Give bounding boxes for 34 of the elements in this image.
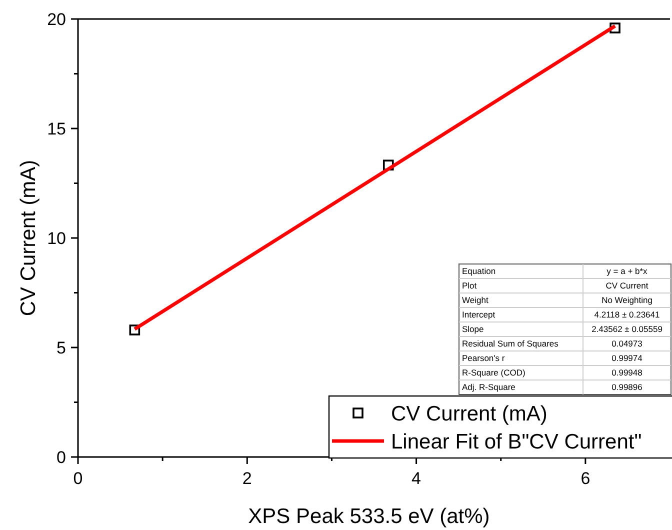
legend-label: Linear Fit of B"CV Current" [391,430,642,454]
y-tick-label: 10 [47,228,66,248]
annotation: Adj. R-Square [462,382,516,392]
x-tick-label: 6 [580,469,590,488]
y-tick-label: 0 [56,448,66,467]
annotation: 4.2118 ± 0.23641 [594,310,660,320]
annotation: R-Square (COD) [462,368,526,378]
annotation: Pearson's r [462,353,505,364]
point [382,160,394,170]
annotation: CV Current [606,280,649,291]
x-tick-label: 0 [73,469,83,488]
annotation: 0.99896 [612,382,643,392]
annotation: 0.99974 [612,353,643,364]
annotation: y = a + b*x [606,266,648,276]
y-tick-label: 15 [47,119,66,138]
annotation: Equation [462,266,496,276]
x-axis-title: XPS Peak 533.5 eV (at%) [248,505,490,528]
point [610,22,620,34]
point [129,324,140,336]
y-tick-label: 20 [47,10,66,29]
annotation: 2.43562 ± 0.05559 [592,324,663,334]
annotation: Intercept [462,310,496,320]
annotation: Residual Sum of Squares [462,338,558,349]
annotation: Slope [462,324,484,334]
x-tick-label: 4 [412,469,422,488]
annotation: Plot [462,280,478,291]
annotation: 0.99948 [612,368,643,378]
annotation: 0.04973 [612,338,643,349]
annotation: Weight [462,295,489,306]
y-tick-label: 5 [56,338,66,358]
x-tick-label: 2 [242,469,252,488]
y-axis-title: CV Current (mA) [17,160,40,316]
annotation: No Weighting [602,295,653,306]
legend-label: CV Current (mA) [391,402,548,426]
